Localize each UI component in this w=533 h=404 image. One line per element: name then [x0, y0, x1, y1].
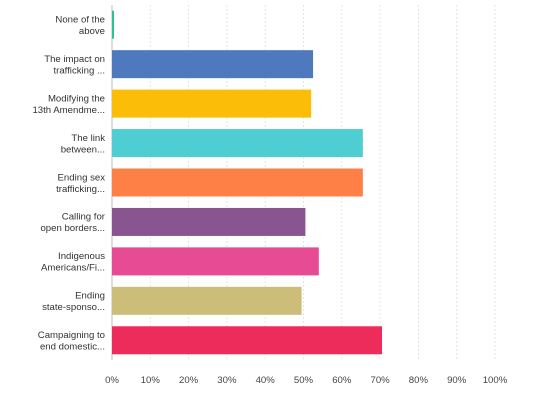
bar [112, 286, 302, 315]
bar [112, 326, 383, 355]
bars [112, 10, 383, 355]
bar [112, 129, 363, 158]
category-label: The link between... [61, 133, 105, 156]
category-label: The impact on trafficking ... [44, 54, 105, 76]
x-tick-label: 70% [370, 375, 390, 386]
x-tick-label: 80% [409, 375, 429, 386]
bar [112, 10, 114, 39]
bar [112, 207, 306, 236]
x-tick-label: 0% [105, 375, 119, 386]
x-tick-label: 50% [294, 375, 314, 386]
x-tick-label: 40% [256, 375, 276, 386]
x-tick-label: 20% [179, 375, 199, 386]
bar [112, 247, 319, 276]
category-label: Ending sex trafficking... [56, 172, 105, 195]
bar [112, 50, 314, 79]
bar [112, 89, 312, 118]
category-labels: None of the above The impact on trafficking… [32, 14, 105, 352]
category-label: Indigenous Americans/Fi... [41, 251, 105, 274]
x-tick-label: 10% [141, 375, 161, 386]
category-label: Ending state-sponso... [42, 291, 105, 314]
x-tick-label: 90% [447, 375, 467, 386]
category-label: Campaigning to end domestic... [38, 330, 105, 353]
category-label: None of the above [55, 14, 105, 37]
bar [112, 168, 363, 197]
x-axis-ticks: 0% 10% 20% 30% 40% 50% 60% 70% 80% 90% 100% [105, 375, 508, 386]
category-label: Modifying the 13th Amendme... [32, 93, 105, 116]
x-tick-label: 100% [483, 375, 508, 386]
category-label: Calling for open borders... [40, 212, 105, 235]
x-tick-label: 60% [332, 375, 352, 386]
x-tick-label: 30% [217, 375, 237, 386]
